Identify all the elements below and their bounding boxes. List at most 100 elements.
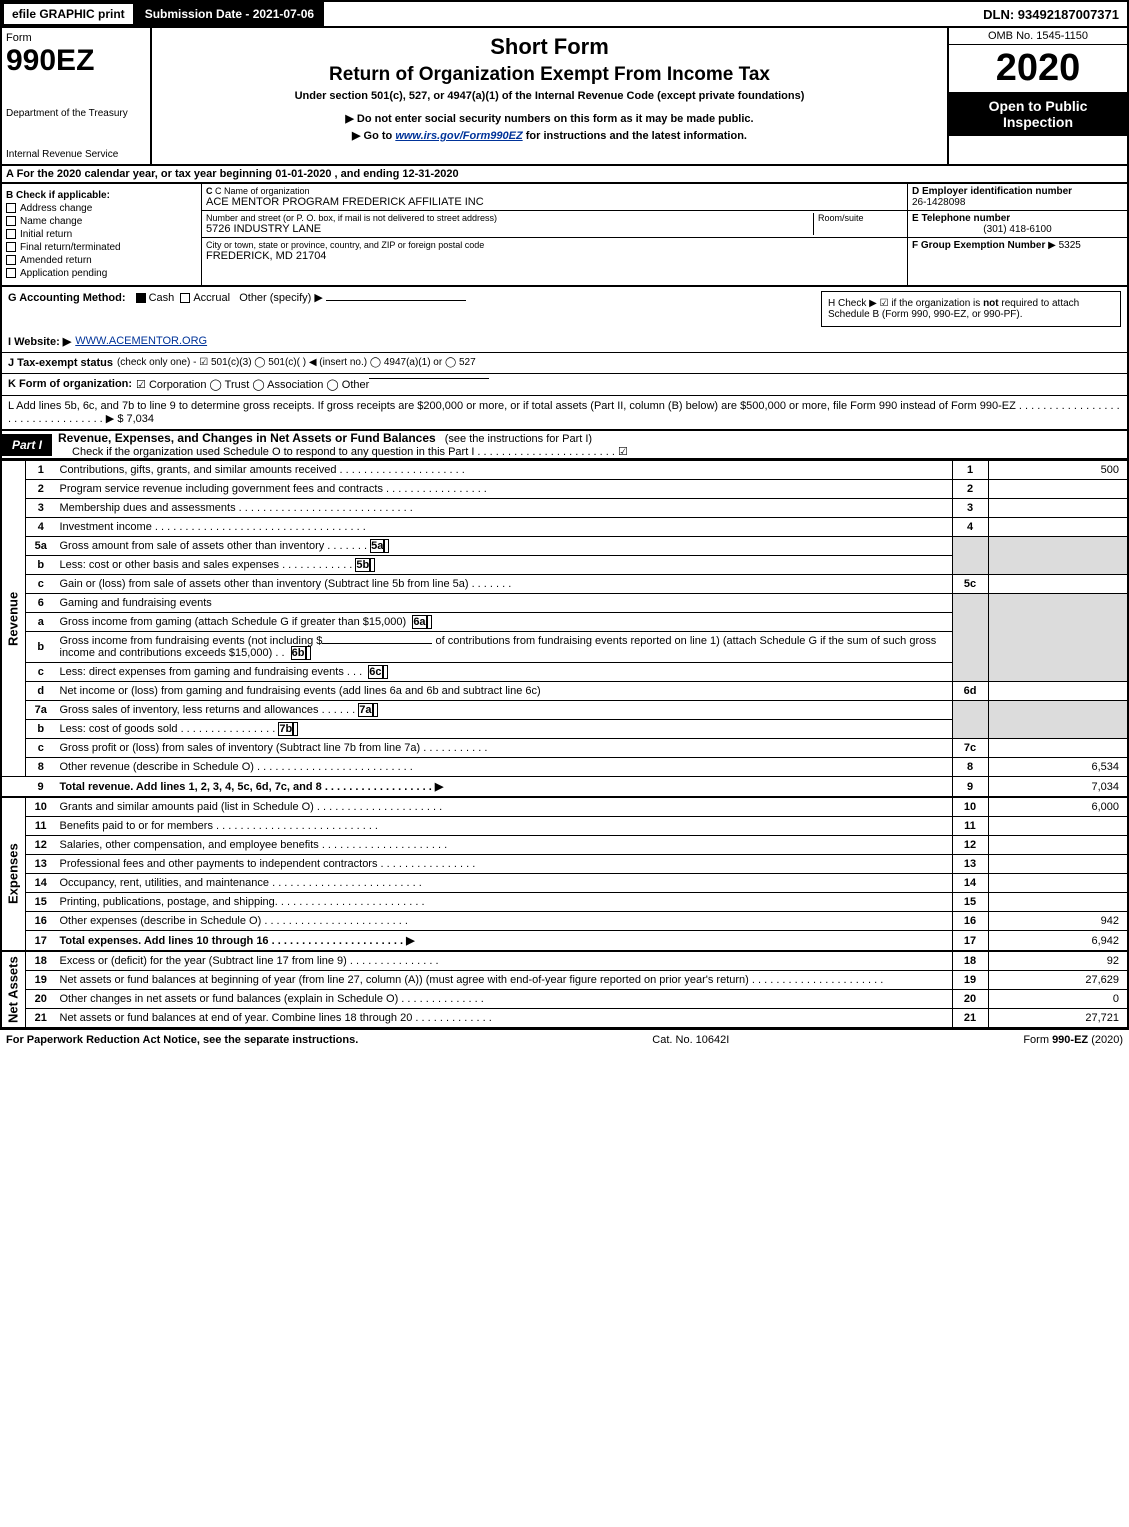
line-num: 18 — [26, 951, 56, 971]
i-label: I Website: ▶ — [8, 335, 71, 348]
line-desc: Less: cost or other basis and sales expe… — [60, 559, 353, 571]
line-desc: Gaming and fundraising events — [56, 594, 953, 613]
line-amount — [988, 836, 1128, 855]
line-num: b — [26, 632, 56, 663]
h-box: H Check ▶ ☑ if the organization is not r… — [821, 291, 1121, 327]
chk-accrual[interactable] — [180, 293, 190, 303]
tax-year: 2020 — [949, 45, 1127, 92]
line-ref: 18 — [952, 951, 988, 971]
line-num: a — [26, 613, 56, 632]
line-amount: 7,034 — [988, 777, 1128, 798]
section-b-org: C C Name of organization ACE MENTOR PROG… — [202, 184, 907, 285]
line-desc: Total expenses. Add lines 10 through 16 … — [60, 935, 415, 947]
line-amount: 92 — [988, 951, 1128, 971]
line-ref: 13 — [952, 855, 988, 874]
chk-final-return[interactable]: Final return/terminated — [6, 242, 197, 253]
line-desc: Gross income from fundraising events (no… — [60, 635, 323, 647]
line-desc: Investment income . . . . . . . . . . . … — [56, 518, 953, 537]
line-num: 15 — [26, 893, 56, 912]
line-ref: 5c — [952, 575, 988, 594]
line-num: 2 — [26, 480, 56, 499]
info-section: G Accounting Method: Cash Accrual Other … — [0, 287, 1129, 431]
chk-amended-return[interactable]: Amended return — [6, 255, 197, 266]
line-ref: 1 — [952, 461, 988, 480]
g-label: G Accounting Method: — [8, 292, 126, 304]
line-amount — [988, 739, 1128, 758]
open-to-public: Open to Public Inspection — [949, 92, 1127, 136]
part1-table: Revenue 1 Contributions, gifts, grants, … — [0, 460, 1129, 1029]
line-ref: 11 — [952, 817, 988, 836]
chk-cash[interactable] — [136, 293, 146, 303]
g-accrual: Accrual — [193, 292, 230, 304]
line-ref: 9 — [952, 777, 988, 798]
goto-post: for instructions and the latest informat… — [523, 130, 747, 142]
part1-title-paren: (see the instructions for Part I) — [442, 433, 592, 445]
line-desc: Other revenue (describe in Schedule O) .… — [56, 758, 953, 777]
line-num: 9 — [26, 777, 56, 798]
chk-address-change[interactable]: Address change — [6, 203, 197, 214]
line-num: 17 — [26, 931, 56, 952]
k-text: ☑ Corporation ◯ Trust ◯ Association ◯ Ot… — [136, 378, 369, 391]
line-desc: Net income or (loss) from gaming and fun… — [56, 682, 953, 701]
d-label: D Employer identification number — [912, 186, 1123, 197]
header-left: Form 990EZ Department of the Treasury In… — [2, 28, 152, 164]
line-ref: 12 — [952, 836, 988, 855]
line-amount: 6,000 — [988, 797, 1128, 817]
line-desc: Net assets or fund balances at end of ye… — [56, 1009, 953, 1029]
website-link[interactable]: WWW.ACEMENTOR.ORG — [75, 335, 207, 347]
line-num: 16 — [26, 912, 56, 931]
subtitle-1: Under section 501(c), 527, or 4947(a)(1)… — [158, 90, 941, 102]
irs-link[interactable]: www.irs.gov/Form990EZ — [395, 130, 522, 142]
line-desc: Grants and similar amounts paid (list in… — [56, 797, 953, 817]
sub-ref: 6a — [412, 615, 426, 629]
l-text: L Add lines 5b, 6c, and 7b to line 9 to … — [8, 400, 1121, 425]
line-desc: Less: cost of goods sold . . . . . . . .… — [60, 723, 276, 735]
section-b-checkboxes: B Check if applicable: Address change Na… — [2, 184, 202, 285]
line-desc: Benefits paid to or for members . . . . … — [56, 817, 953, 836]
chk-initial-return[interactable]: Initial return — [6, 229, 197, 240]
line-num: 14 — [26, 874, 56, 893]
submission-date-button[interactable]: Submission Date - 2021-07-06 — [135, 2, 324, 26]
k-label: K Form of organization: — [8, 378, 132, 390]
sub-ref: 5b — [355, 558, 370, 572]
line-num: 21 — [26, 1009, 56, 1029]
line-desc: Less: direct expenses from gaming and fu… — [60, 666, 363, 678]
line-amount: 6,942 — [988, 931, 1128, 952]
chk-application-pending[interactable]: Application pending — [6, 268, 197, 279]
sub-ref: 7a — [358, 703, 372, 717]
top-bar: efile GRAPHIC print Submission Date - 20… — [0, 0, 1129, 28]
line-amount: 27,721 — [988, 1009, 1128, 1029]
line-ref: 17 — [952, 931, 988, 952]
chk-name-change[interactable]: Name change — [6, 216, 197, 227]
line-desc: Other changes in net assets or fund bala… — [56, 990, 953, 1009]
netassets-tab: Net Assets — [1, 951, 26, 1028]
line-num: 11 — [26, 817, 56, 836]
line-desc: Contributions, gifts, grants, and simila… — [56, 461, 953, 480]
line-num: 19 — [26, 971, 56, 990]
j-label: J Tax-exempt status — [8, 357, 113, 369]
line-num: c — [26, 739, 56, 758]
section-b: B Check if applicable: Address change Na… — [0, 184, 1129, 287]
sub-ref: 6c — [368, 665, 382, 679]
part1-sub: Check if the organization used Schedule … — [52, 445, 1127, 458]
line-num: 13 — [26, 855, 56, 874]
line-ref: 2 — [952, 480, 988, 499]
org-name: ACE MENTOR PROGRAM FREDERICK AFFILIATE I… — [206, 196, 903, 208]
line-desc: Net assets or fund balances at beginning… — [56, 971, 953, 990]
group-exemption-value: ▶ 5325 — [1048, 240, 1081, 251]
line-ref: 14 — [952, 874, 988, 893]
sub-ref: 5a — [370, 539, 384, 553]
line-desc: Professional fees and other payments to … — [56, 855, 953, 874]
line-amount — [988, 874, 1128, 893]
line-desc: Gross profit or (loss) from sales of inv… — [56, 739, 953, 758]
h-not: not — [983, 298, 999, 309]
line-amount — [988, 575, 1128, 594]
line-ref: 10 — [952, 797, 988, 817]
city-label: City or town, state or province, country… — [206, 240, 903, 250]
part1-tag: Part I — [2, 434, 52, 456]
line-desc: Gross sales of inventory, less returns a… — [60, 704, 356, 716]
org-city: FREDERICK, MD 21704 — [206, 250, 903, 262]
efile-button[interactable]: efile GRAPHIC print — [2, 2, 135, 26]
line-num: d — [26, 682, 56, 701]
line-desc: Gain or (loss) from sale of assets other… — [56, 575, 953, 594]
